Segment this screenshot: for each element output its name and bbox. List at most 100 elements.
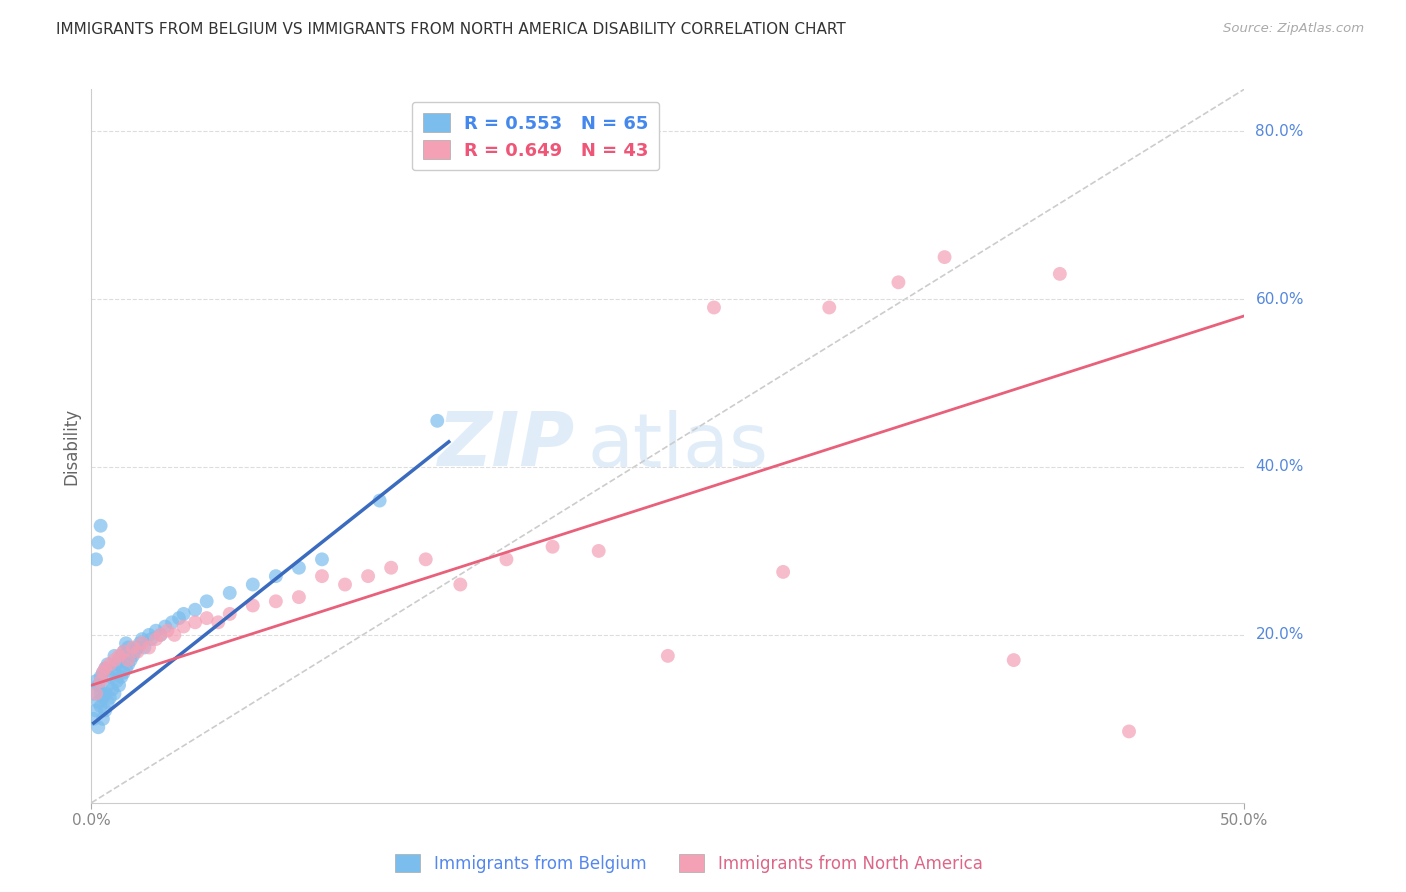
Point bbox=[87, 535, 110, 549]
Point bbox=[288, 560, 311, 574]
Text: 80.0%: 80.0% bbox=[1256, 124, 1303, 138]
Point bbox=[90, 674, 112, 689]
Point bbox=[98, 657, 121, 672]
Point bbox=[264, 569, 287, 583]
Text: atlas: atlas bbox=[588, 409, 768, 483]
Point bbox=[288, 590, 311, 604]
Point bbox=[145, 624, 167, 638]
Text: 20.0%: 20.0% bbox=[1256, 627, 1303, 642]
Point bbox=[131, 636, 153, 650]
Point bbox=[184, 603, 207, 617]
Point bbox=[311, 552, 333, 566]
Point bbox=[1049, 267, 1071, 281]
Point bbox=[173, 619, 195, 633]
Point bbox=[122, 640, 145, 655]
Point bbox=[127, 640, 149, 655]
Point bbox=[887, 275, 910, 289]
Point bbox=[98, 670, 121, 684]
Point bbox=[138, 640, 160, 655]
Point bbox=[91, 665, 114, 680]
Point bbox=[94, 687, 117, 701]
Point bbox=[703, 301, 725, 315]
Point bbox=[90, 670, 112, 684]
Point bbox=[145, 632, 167, 646]
Point bbox=[1118, 724, 1140, 739]
Point bbox=[934, 250, 956, 264]
Point bbox=[415, 552, 437, 566]
Legend: R = 0.553   N = 65, R = 0.649   N = 43: R = 0.553 N = 65, R = 0.649 N = 43 bbox=[412, 102, 659, 170]
Point bbox=[105, 657, 128, 672]
Point bbox=[153, 619, 176, 633]
Point bbox=[112, 665, 135, 680]
Point bbox=[112, 645, 135, 659]
Point bbox=[112, 645, 135, 659]
Point bbox=[94, 661, 117, 675]
Point bbox=[96, 695, 118, 709]
Point bbox=[207, 615, 229, 630]
Point bbox=[108, 648, 131, 663]
Point bbox=[115, 636, 138, 650]
Point bbox=[173, 607, 195, 621]
Point bbox=[94, 703, 117, 717]
Point bbox=[90, 699, 112, 714]
Point bbox=[91, 665, 114, 680]
Text: 60.0%: 60.0% bbox=[1256, 292, 1303, 307]
Legend: Immigrants from Belgium, Immigrants from North America: Immigrants from Belgium, Immigrants from… bbox=[388, 847, 990, 880]
Point bbox=[101, 682, 124, 697]
Point bbox=[138, 628, 160, 642]
Point bbox=[87, 695, 110, 709]
Point bbox=[96, 678, 118, 692]
Point bbox=[103, 648, 125, 663]
Point bbox=[167, 611, 190, 625]
Point bbox=[115, 661, 138, 675]
Text: ZIP: ZIP bbox=[439, 409, 575, 483]
Point bbox=[90, 687, 112, 701]
Point bbox=[1002, 653, 1025, 667]
Y-axis label: Disability: Disability bbox=[62, 408, 80, 484]
Point bbox=[117, 657, 139, 672]
Point bbox=[96, 657, 118, 672]
Point bbox=[103, 687, 125, 701]
Point bbox=[103, 665, 125, 680]
Point bbox=[84, 552, 107, 566]
Point bbox=[160, 615, 183, 630]
Point bbox=[163, 628, 186, 642]
Point bbox=[91, 690, 114, 705]
Point bbox=[426, 414, 449, 428]
Point bbox=[101, 661, 124, 675]
Point bbox=[124, 645, 146, 659]
Point bbox=[311, 569, 333, 583]
Point bbox=[117, 640, 139, 655]
Point bbox=[242, 599, 264, 613]
Point bbox=[818, 301, 841, 315]
Point bbox=[541, 540, 564, 554]
Point bbox=[368, 493, 391, 508]
Point bbox=[657, 648, 679, 663]
Point bbox=[195, 611, 218, 625]
Point bbox=[87, 720, 110, 734]
Point bbox=[264, 594, 287, 608]
Point bbox=[110, 670, 132, 684]
Point bbox=[134, 640, 156, 655]
Point bbox=[149, 628, 172, 642]
Point bbox=[156, 624, 179, 638]
Point bbox=[128, 636, 150, 650]
Point bbox=[357, 569, 380, 583]
Point bbox=[195, 594, 218, 608]
Text: 40.0%: 40.0% bbox=[1256, 459, 1303, 475]
Text: Source: ZipAtlas.com: Source: ZipAtlas.com bbox=[1223, 22, 1364, 36]
Point bbox=[149, 628, 172, 642]
Point bbox=[380, 560, 402, 574]
Point bbox=[110, 648, 132, 663]
Point bbox=[588, 544, 610, 558]
Text: IMMIGRANTS FROM BELGIUM VS IMMIGRANTS FROM NORTH AMERICA DISABILITY CORRELATION : IMMIGRANTS FROM BELGIUM VS IMMIGRANTS FR… bbox=[56, 22, 846, 37]
Point bbox=[98, 690, 121, 705]
Point bbox=[84, 674, 107, 689]
Point bbox=[184, 615, 207, 630]
Point bbox=[242, 577, 264, 591]
Point bbox=[90, 518, 112, 533]
Point bbox=[117, 653, 139, 667]
Point bbox=[120, 653, 142, 667]
Point bbox=[495, 552, 517, 566]
Point bbox=[122, 648, 145, 663]
